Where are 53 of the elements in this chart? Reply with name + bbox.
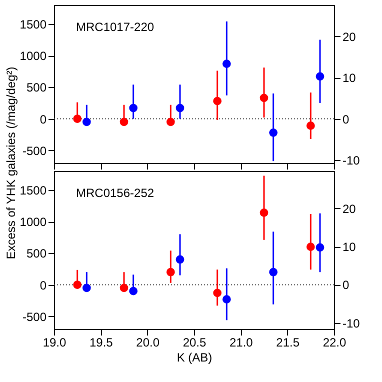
point [129, 104, 138, 112]
y-tick-label: 1500 [20, 183, 47, 198]
point [120, 284, 128, 292]
y-axis-title: Excess of YHK galaxies (/mag/deg²) [4, 66, 18, 260]
point [269, 128, 278, 137]
point [316, 243, 324, 252]
x-axis-title: K (AB) [176, 350, 212, 364]
point [120, 118, 128, 126]
point [213, 96, 222, 106]
point [166, 118, 175, 126]
annotation: MRC1017-220 [76, 20, 154, 34]
point [222, 60, 231, 68]
x-tick-label: 19.0 [42, 336, 66, 350]
point [316, 72, 324, 81]
y2-tick-label: 10 [342, 71, 356, 86]
y2-tick-label: -10 [342, 316, 360, 330]
point [166, 268, 175, 276]
x-tick-label: 21.0 [229, 336, 254, 350]
x-tick-label: 19.5 [89, 336, 114, 350]
x-tick-label: 20.5 [182, 336, 206, 350]
y-tick-label: -500 [22, 310, 47, 324]
y2-tick-label: 20 [342, 202, 356, 216]
point [82, 284, 91, 292]
y2-tick-label: 0 [342, 278, 350, 292]
point [176, 255, 184, 264]
y2-tick-label: 0 [342, 112, 350, 126]
point [129, 286, 138, 296]
y-tick-label: 1000 [20, 215, 47, 230]
x-tick-label: 21.5 [276, 336, 300, 350]
point [306, 122, 315, 130]
y-tick-label: 1000 [20, 49, 47, 64]
y2-tick-label: -10 [342, 154, 360, 168]
point [260, 94, 268, 102]
y-tick-label: 0 [40, 112, 47, 126]
y-tick-label: 1500 [20, 17, 47, 32]
x-tick-label: 22.0 [322, 336, 346, 350]
point [213, 288, 222, 298]
y-tick-label: 500 [26, 246, 47, 261]
y-tick-label: -500 [22, 144, 47, 158]
point [176, 104, 184, 112]
point [73, 280, 82, 289]
point [269, 268, 278, 276]
x-tick-label: 20.0 [136, 336, 160, 350]
y-tick-label: 500 [26, 80, 47, 95]
annotation: MRC0156-252 [76, 186, 154, 200]
point [82, 118, 91, 126]
y-tick-label: 0 [40, 278, 47, 292]
y2-tick-label: 10 [342, 240, 356, 254]
point [73, 114, 82, 123]
y2-tick-label: 20 [342, 30, 356, 44]
point [260, 208, 268, 217]
point [306, 242, 315, 252]
point [222, 295, 231, 304]
